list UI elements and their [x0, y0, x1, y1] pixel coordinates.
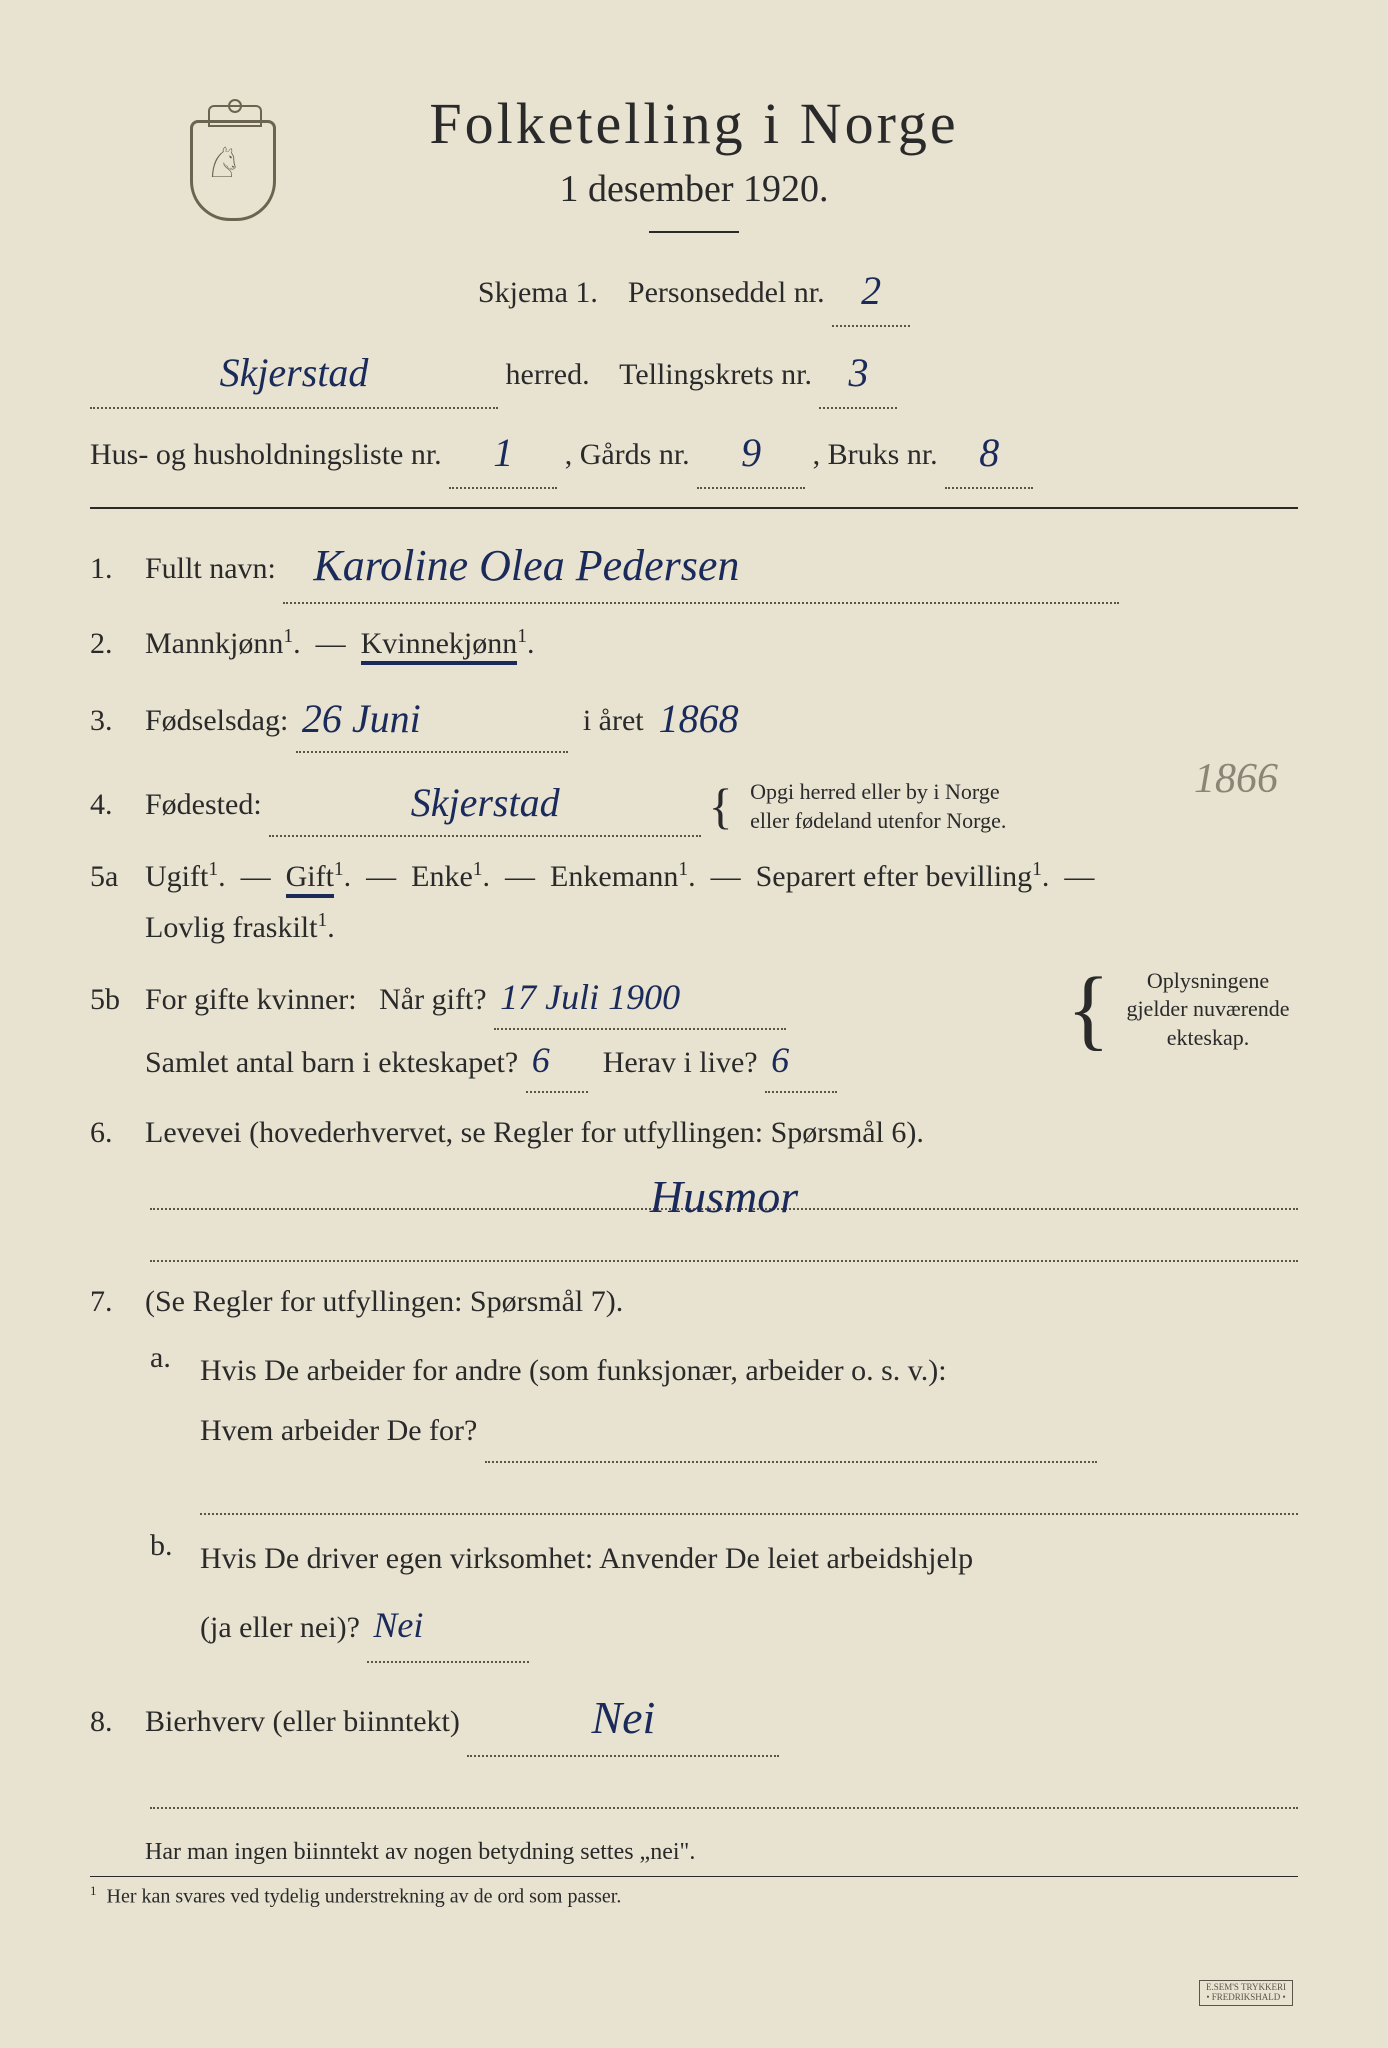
- q5b-label: For gifte kvinner:: [145, 983, 357, 1016]
- q6-value-line: Husmor: [150, 1178, 1298, 1210]
- bruk-label: , Bruks nr.: [813, 438, 938, 471]
- q5b-alive: 6: [771, 1040, 789, 1080]
- q1-label: Fullt navn:: [145, 552, 276, 585]
- q7a-text2: Hvem arbeider De for?: [200, 1414, 477, 1447]
- census-form-page: ♘ Folketelling i Norge 1 desember 1920. …: [0, 0, 1388, 2048]
- divider-icon: [649, 231, 739, 233]
- q5a-row: 5a Ugift1. — Gift1. — Enke1. — Enkemann1…: [90, 851, 1298, 953]
- q5b-when: 17 Juli 1900: [500, 977, 680, 1017]
- brace-icon: {: [709, 794, 733, 819]
- hus-line: Hus- og husholdningsliste nr. 1 , Gårds …: [90, 415, 1298, 489]
- q4-label: Fødested:: [145, 788, 262, 821]
- bruk-nr: 8: [979, 430, 999, 475]
- q6-label: Levevei (hovederhvervet, se Regler for u…: [145, 1116, 924, 1149]
- q5a-options: Ugift1. — Gift1. — Enke1. — Enkemann1. —…: [145, 851, 1298, 953]
- q8-label: Bierhverv (eller biinntekt): [145, 1705, 460, 1738]
- q8-row: 8. Bierhverv (eller biinntekt) Nei: [90, 1677, 1298, 1757]
- q7a-letter: a.: [150, 1341, 200, 1463]
- q4-note: Opgi herred eller by i Norge eller fødel…: [750, 778, 1006, 835]
- q5b-row: 5b For gifte kvinner: Når gift? 17 Juli …: [90, 967, 1298, 1093]
- q3-daymonth: 26 Juni: [302, 696, 421, 741]
- footer-note: Har man ingen biinntekt av nogen betydni…: [145, 1839, 1298, 1866]
- q3-row: 3. Fødselsdag: 26 Juni i året 1868: [90, 683, 1298, 753]
- q2-female: Kvinnekjønn: [361, 627, 518, 665]
- pencil-annotation: 1866: [1194, 755, 1278, 803]
- herred-value: Skjerstad: [220, 350, 369, 395]
- q7b-text2: (ja eller nei)?: [200, 1611, 360, 1644]
- q3-label: Fødselsdag:: [145, 704, 288, 737]
- footnote: 1 Her kan svares ved tydelig understrekn…: [90, 1883, 1298, 1909]
- blank-line: [150, 1777, 1298, 1809]
- q6-num: 6.: [90, 1116, 145, 1150]
- person-label: Personseddel nr.: [628, 276, 825, 309]
- gard-label: , Gårds nr.: [565, 438, 690, 471]
- q7a-text1: Hvis De arbeider for andre (som funksjon…: [200, 1354, 947, 1387]
- q7b-text1: Hvis De driver egen virksomhet: Anvender…: [200, 1542, 973, 1575]
- brace-icon: {: [1067, 987, 1110, 1032]
- hus-label: Hus- og husholdningsliste nr.: [90, 438, 442, 471]
- divider-icon: [90, 1876, 1298, 1877]
- blank-line: [150, 1230, 1298, 1262]
- krets-label: Tellingskrets nr.: [619, 358, 812, 391]
- q7-label: (Se Regler for utfyllingen: Spørsmål 7).: [145, 1285, 623, 1318]
- q1-row: 1. Fullt navn: Karoline Olea Pedersen: [90, 527, 1298, 604]
- q2-num: 2.: [90, 627, 145, 661]
- herred-label: herred.: [506, 358, 590, 391]
- q8-num: 8.: [90, 1705, 145, 1739]
- q7b-value: Nei: [373, 1605, 423, 1645]
- krets-nr: 3: [848, 350, 868, 395]
- hus-nr: 1: [493, 430, 513, 475]
- q7b-letter: b.: [150, 1529, 200, 1663]
- q5b-children: 6: [532, 1040, 550, 1080]
- q5b-when-label: Når gift?: [379, 983, 486, 1016]
- q7b-row: b. Hvis De driver egen virksomhet: Anven…: [150, 1529, 1298, 1663]
- form-header: ♘ Folketelling i Norge 1 desember 1920.: [90, 90, 1298, 233]
- q1-value: Karoline Olea Pedersen: [313, 541, 739, 590]
- q5b-num: 5b: [90, 983, 145, 1017]
- printer-stamp: E.SEM'S TRYKKERI • FREDRIKSHALD •: [1199, 1980, 1293, 2006]
- q5b-alive-label: Herav i live?: [603, 1046, 758, 1079]
- schema-line: Skjema 1. Personseddel nr. 2: [90, 253, 1298, 327]
- q1-num: 1.: [90, 552, 145, 586]
- q5b-note: Oplysningene gjelder nuværende ekteskap.: [1118, 967, 1298, 1053]
- schema-label: Skjema 1.: [478, 276, 598, 309]
- q7-row: 7. (Se Regler for utfyllingen: Spørsmål …: [90, 1276, 1298, 1327]
- gard-nr: 9: [741, 430, 761, 475]
- q3-mid: i året: [583, 704, 644, 737]
- q6-row: 6. Levevei (hovederhvervet, se Regler fo…: [90, 1107, 1298, 1158]
- q7a-row: a. Hvis De arbeider for andre (som funks…: [150, 1341, 1298, 1463]
- herred-line: Skjerstad herred. Tellingskrets nr. 3: [90, 335, 1298, 409]
- q2-male: Mannkjønn: [145, 627, 283, 660]
- q4-num: 4.: [90, 788, 145, 822]
- blank-line: [200, 1483, 1298, 1515]
- person-nr: 2: [861, 268, 881, 313]
- q4-value: Skjerstad: [411, 780, 560, 825]
- q7-num: 7.: [90, 1285, 145, 1319]
- q3-num: 3.: [90, 704, 145, 738]
- coat-of-arms-icon: ♘: [190, 100, 280, 220]
- q2-row: 2. Mannkjønn1. — Kvinnekjønn1.: [90, 618, 1298, 669]
- q5b-children-label: Samlet antal barn i ekteskapet?: [145, 1046, 518, 1079]
- q6-value: Husmor: [650, 1171, 798, 1222]
- q8-value: Nei: [591, 1692, 655, 1743]
- q5a-num: 5a: [90, 860, 145, 894]
- q4-row: 4. Fødested: Skjerstad { Opgi herred ell…: [90, 767, 1298, 837]
- q3-year: 1868: [659, 696, 739, 741]
- divider-icon: [90, 507, 1298, 509]
